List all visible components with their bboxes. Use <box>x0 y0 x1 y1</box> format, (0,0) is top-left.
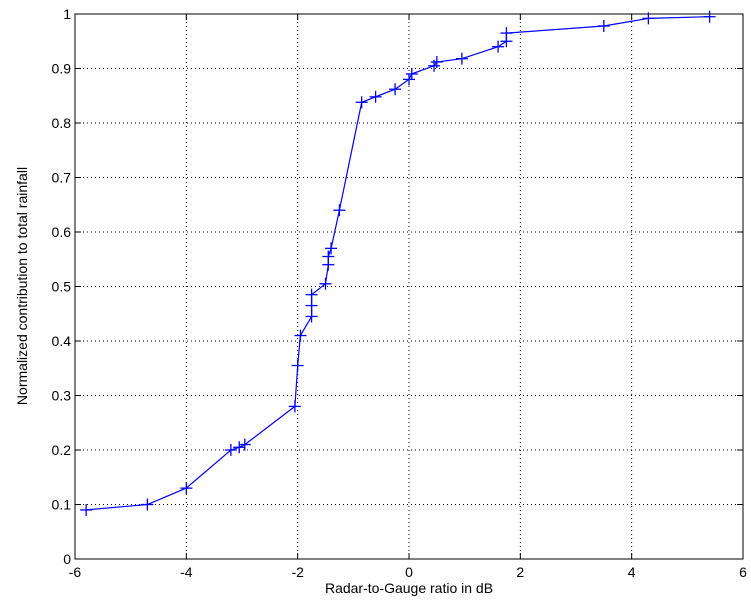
y-axis-title: Normalized contribution to total rainfal… <box>14 167 30 405</box>
data-point-marker <box>80 503 93 516</box>
data-point-marker <box>322 250 335 263</box>
data-point-marker <box>492 40 505 53</box>
x-tick-label: -2 <box>291 564 304 580</box>
data-point-marker <box>238 438 251 451</box>
y-tick-label: 0.7 <box>52 170 72 186</box>
data-point-marker <box>430 55 443 68</box>
data-point-marker <box>180 482 193 495</box>
data-point-marker <box>305 310 318 323</box>
y-tick-label: 0.5 <box>52 279 72 295</box>
data-point-marker <box>233 441 246 454</box>
data-point-marker <box>305 299 318 312</box>
data-point-marker <box>703 10 716 23</box>
x-tick-label: -6 <box>69 564 82 580</box>
data-point-marker <box>500 27 513 40</box>
x-tick-label: 6 <box>739 564 747 580</box>
y-tick-label: 1 <box>63 6 71 22</box>
data-point-marker <box>403 73 415 86</box>
data-point-marker <box>333 204 346 217</box>
series-layer <box>80 10 716 516</box>
data-point-marker <box>319 277 332 290</box>
y-tick-label: 0.1 <box>52 497 72 513</box>
data-point-marker <box>291 359 304 372</box>
y-tick-label: 0.9 <box>52 61 72 77</box>
data-point-marker <box>389 83 402 96</box>
y-tick-label: 0 <box>63 551 71 567</box>
x-tick-label: -4 <box>180 564 193 580</box>
x-tick-label: 0 <box>405 564 413 580</box>
grid-lines <box>75 14 743 559</box>
data-point-marker <box>455 52 468 65</box>
data-point-marker <box>294 329 307 342</box>
data-point-marker <box>288 400 301 413</box>
y-tick-label: 0.3 <box>52 388 72 404</box>
x-tick-label: 2 <box>516 564 524 580</box>
data-point-marker <box>642 12 655 25</box>
data-point-marker <box>369 90 382 103</box>
y-tick-label: 0.8 <box>52 115 72 131</box>
x-axis-title: Radar-to-Gauge ratio in dB <box>325 580 493 596</box>
ticks: -6 -4 -2 0 2 4 6 0 0.1 0.2 0.3 0.4 0.5 0.6 0.7 0.8 0.9 1 <box>52 6 748 580</box>
y-tick-label: 0.2 <box>52 442 72 458</box>
y-tick-label: 0.6 <box>52 224 72 240</box>
data-point-marker <box>141 498 154 511</box>
data-point-marker <box>597 19 610 32</box>
y-tick-label: 0.4 <box>52 333 72 349</box>
data-point-marker <box>224 444 237 456</box>
data-point-marker <box>305 288 318 301</box>
x-tick-label: 4 <box>628 564 636 580</box>
data-point-marker <box>405 67 418 80</box>
data-point-marker <box>325 242 338 255</box>
data-point-marker <box>355 96 368 109</box>
